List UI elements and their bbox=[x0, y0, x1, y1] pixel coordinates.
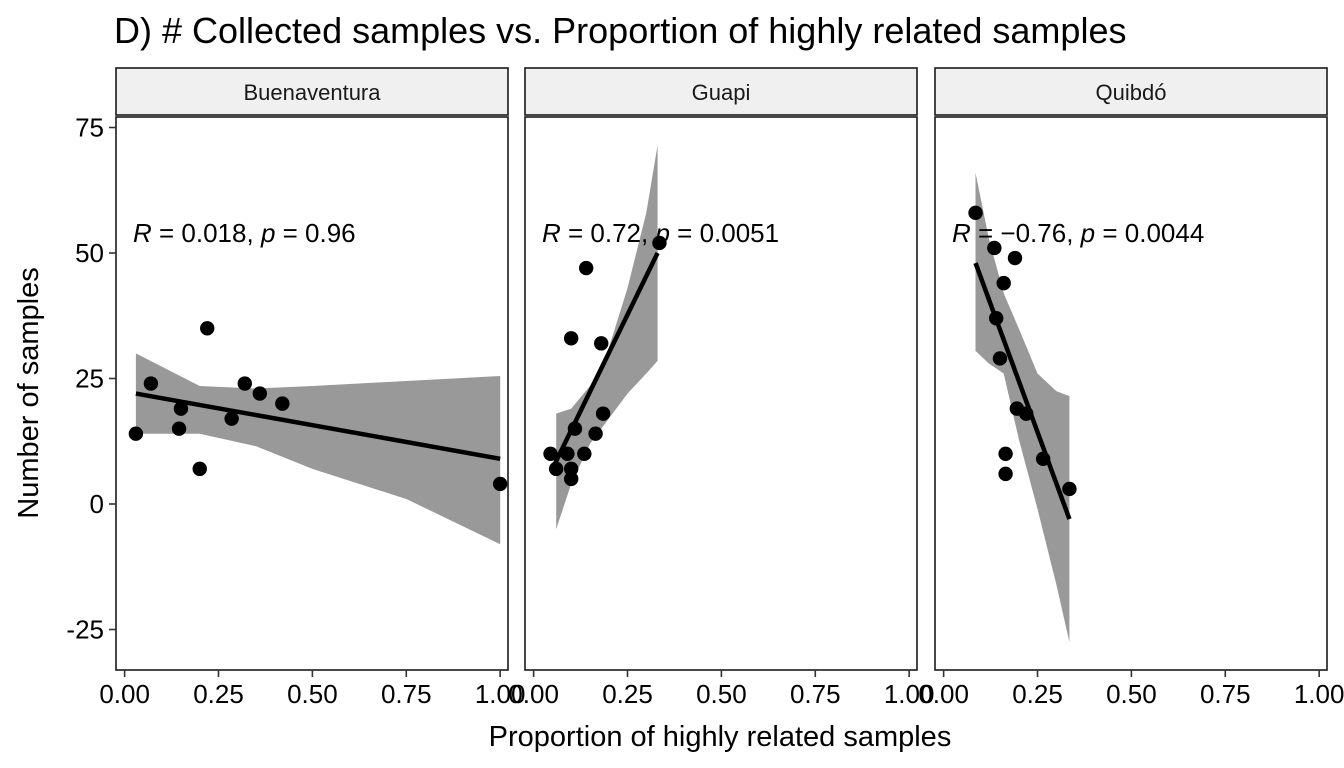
x-tick-label: 0.50 bbox=[1106, 679, 1157, 709]
data-point bbox=[968, 205, 983, 221]
facet-guapi: Guapi R = 0.72, p = 0.0051 0.00 0.25 0.50 0.7… bbox=[508, 67, 935, 709]
regression-line bbox=[135, 391, 501, 462]
data-point bbox=[275, 396, 290, 411]
facet-strip bbox=[115, 67, 509, 116]
y-tick-label: 25 bbox=[75, 364, 104, 394]
x-tick-label: 0.00 bbox=[918, 679, 969, 709]
annotation-r-value: = 0.72, bbox=[561, 218, 656, 248]
facet-strip-label: Quibdó bbox=[1096, 80, 1167, 105]
annotation-r-value: = 0.018, bbox=[152, 218, 261, 248]
correlation-annotation: R = −0.76, p = 0.0044 bbox=[952, 218, 1204, 248]
x-tick-label: 0.75 bbox=[790, 679, 841, 709]
panel-border bbox=[934, 116, 1328, 671]
x-tick-label: 1.00 bbox=[475, 679, 526, 709]
data-point bbox=[492, 476, 508, 492]
facet-strip bbox=[934, 67, 1328, 116]
data-point bbox=[171, 421, 187, 436]
annotation-r-label: R bbox=[952, 218, 971, 248]
x-tick-label: 0.00 bbox=[508, 679, 559, 709]
data-point bbox=[543, 446, 558, 461]
annotation-r-label: R bbox=[133, 218, 152, 248]
correlation-annotation: R = 0.72, p = 0.0051 bbox=[542, 218, 779, 248]
data-point bbox=[567, 421, 583, 436]
chart-title: D) # Collected samples vs. Proportion of… bbox=[114, 10, 1126, 51]
x-tick-label: 0.00 bbox=[99, 679, 150, 709]
x-tick-label: 0.50 bbox=[696, 679, 747, 709]
data-point bbox=[200, 321, 215, 336]
data-point bbox=[128, 426, 144, 441]
data-point bbox=[996, 275, 1011, 291]
y-tick-label: -25 bbox=[66, 615, 104, 645]
data-point bbox=[992, 351, 1008, 366]
data-point bbox=[173, 401, 189, 416]
data-point bbox=[1062, 481, 1077, 497]
data-point bbox=[595, 406, 611, 421]
confidence-band bbox=[135, 353, 501, 545]
y-tick-label: 0 bbox=[90, 489, 104, 519]
data-point bbox=[577, 446, 592, 461]
annotation-p-label: p bbox=[654, 218, 669, 248]
annotation-p-value: = 0.0051 bbox=[670, 218, 779, 248]
data-point bbox=[1007, 250, 1023, 266]
facet-strip-label: Guapi bbox=[692, 80, 751, 105]
data-point bbox=[143, 376, 159, 391]
data-point bbox=[192, 461, 207, 477]
annotation-p-value: = 0.0044 bbox=[1095, 218, 1204, 248]
data-point bbox=[1019, 406, 1034, 421]
regression-line bbox=[973, 262, 1072, 520]
confidence-band bbox=[556, 145, 658, 530]
data-point bbox=[652, 235, 667, 251]
data-point bbox=[224, 411, 239, 426]
data-point bbox=[563, 471, 579, 487]
x-tick-label: 0.75 bbox=[1200, 679, 1251, 709]
facet-strip-label: Buenaventura bbox=[244, 80, 382, 105]
annotation-p-label: p bbox=[1080, 218, 1095, 248]
facet-panels: Buenaventura R = 0.018, p = 0.96 0.00 0.25 0… bbox=[99, 67, 1344, 709]
data-point bbox=[578, 260, 594, 276]
data-point bbox=[252, 386, 268, 401]
data-point bbox=[987, 240, 1002, 256]
data-point bbox=[1035, 451, 1051, 467]
x-tick-label: 1.00 bbox=[884, 679, 935, 709]
x-tick-label: 0.50 bbox=[287, 679, 338, 709]
annotation-r-label: R bbox=[542, 218, 561, 248]
x-tick-label: 0.75 bbox=[381, 679, 432, 709]
data-point bbox=[560, 446, 575, 461]
annotation-r-value: = −0.76, bbox=[971, 218, 1081, 248]
data-point bbox=[548, 461, 564, 477]
y-axis-title: Number of samples bbox=[13, 267, 45, 518]
annotation-p-value: = 0.96 bbox=[275, 218, 355, 248]
annotation-p-label: p bbox=[260, 218, 275, 248]
data-point bbox=[988, 311, 1004, 326]
facet-buenaventura: Buenaventura R = 0.018, p = 0.96 0.00 0.25 0… bbox=[99, 67, 526, 709]
data-point bbox=[998, 466, 1013, 482]
data-point bbox=[998, 446, 1013, 461]
data-point bbox=[237, 376, 252, 391]
facet-strip bbox=[524, 67, 918, 116]
x-tick-label: 0.25 bbox=[1012, 679, 1063, 709]
y-tick-label: 50 bbox=[75, 238, 104, 268]
data-point bbox=[594, 336, 609, 351]
correlation-annotation: R = 0.018, p = 0.96 bbox=[133, 218, 356, 248]
y-tick-label: 75 bbox=[75, 113, 104, 143]
x-tick-label: 1.00 bbox=[1294, 679, 1344, 709]
x-tick-label: 0.25 bbox=[602, 679, 653, 709]
facet-quibd-: Quibdó R = −0.76, p = 0.0044 0.00 0.25 0.50 0… bbox=[918, 67, 1344, 709]
data-point bbox=[563, 331, 579, 346]
x-axis-title: Proportion of highly related samples bbox=[489, 721, 952, 753]
data-point bbox=[588, 426, 603, 441]
data-point bbox=[563, 461, 579, 477]
y-axis: -25 0 25 50 75 bbox=[66, 113, 116, 645]
x-tick-label: 0.25 bbox=[193, 679, 244, 709]
